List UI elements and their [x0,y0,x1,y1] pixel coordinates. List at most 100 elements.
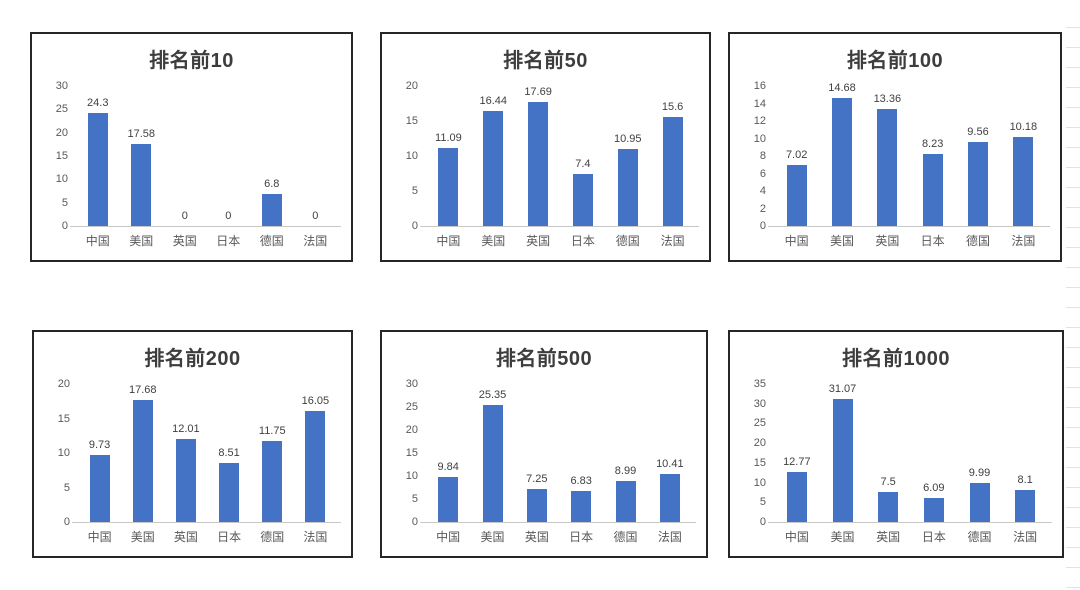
bar-top200-6 [305,411,326,522]
data-label: 16.44 [479,95,508,107]
x-axis-category-label: 中国 [436,234,461,248]
y-axis-tick-label: 10 [753,476,766,489]
y-axis-tick-label: 0 [411,220,418,232]
x-axis-line [420,226,699,227]
y-axis-tick-label: 5 [759,496,766,509]
y-axis-tick-label: 25 [405,401,418,413]
x-axis-category-label: 中国 [85,234,110,248]
y-axis-tick-label: 15 [57,412,70,425]
bar-top50-2 [483,111,504,226]
y-axis-tick-label: 14 [753,97,766,110]
chart-panel-top10: 排名前10 0 5 10 15 20 25 30 24.3 中国 17.58 美国 0 英国 0 日本 6.8 德… [30,32,353,262]
data-label: 8.51 [218,447,240,459]
bar-top1000-3 [878,492,899,522]
bar-top500-5 [615,481,636,522]
y-axis-tick-label: 15 [55,150,68,162]
data-label: 12.01 [172,423,200,435]
y-axis-tick-label: 4 [759,185,766,197]
y-axis-tick-label: 10 [57,447,70,459]
x-axis-category-label: 日本 [921,530,946,544]
data-label: 0 [312,210,319,222]
y-axis-tick-label: 12 [753,115,766,127]
x-axis-category-label: 法国 [660,234,685,248]
chart-title: 排名前200 [144,348,241,370]
data-label: 10.41 [656,458,684,470]
y-axis-tick-label: 5 [411,185,418,197]
data-label: 7.4 [575,158,591,170]
data-label: 14.68 [828,82,856,94]
x-axis-category-label: 英国 [173,530,198,544]
bar-top500-3 [526,489,547,522]
data-label: 17.68 [128,384,157,396]
x-axis-category-label: 中国 [784,234,809,248]
data-label: 12.77 [783,456,811,468]
bar-top50-3 [528,102,549,226]
chart-panel-top200: 排名前200 0 5 10 15 20 9.73 中国 17.68 美国 12.01 英国 8.51 日本… [32,330,353,558]
bar-top10-2 [131,144,152,226]
data-label: 9.73 [88,439,111,451]
data-label: 13.36 [873,93,902,105]
y-axis-tick-label: 8 [759,150,766,162]
y-axis-tick-label: 20 [753,437,766,450]
chart-title: 排名前500 [495,348,593,370]
x-axis-category-label: 法国 [303,234,328,248]
bar-top10-1 [87,113,108,226]
chart-panel-top50: 排名前50 0 5 10 15 20 11.09 中国 16.44 美国 17.69 英国 7.4 日本 1… [380,32,711,262]
data-label: 6.83 [570,475,592,487]
x-axis-line [72,522,341,523]
data-label: 8.1 [1017,474,1033,486]
y-axis-tick-label: 5 [411,493,418,505]
y-axis-tick-label: 30 [55,80,68,92]
data-label: 9.56 [967,126,989,138]
data-label: 17.58 [127,128,156,140]
x-axis-category-label: 英国 [524,530,549,544]
y-axis-tick-label: 15 [405,115,418,127]
y-axis-tick-label: 25 [753,417,766,430]
chart-title: 排名前100 [846,50,944,72]
bar-top500-4 [571,491,592,522]
bar-top100-2 [832,98,852,226]
data-label: 25.35 [478,389,507,401]
x-axis-category-label: 德国 [259,234,284,248]
data-label: 7.5 [880,476,896,488]
data-label: 31.07 [828,383,857,395]
chart-panel-top100: 排名前100 0 2 4 6 8 10 12 14 16 7.02 中国 14.68 美国 13.36 英国 8… [728,32,1062,262]
x-axis-category-label: 中国 [87,530,112,544]
data-label: 0 [225,210,232,222]
x-axis-category-label: 法国 [1011,234,1036,248]
x-axis-category-label: 法国 [657,530,682,544]
x-axis-category-label: 英国 [875,234,900,248]
bar-top50-5 [617,149,638,226]
bar-top1000-2 [832,399,853,522]
data-label: 15.6 [661,101,684,113]
y-axis-tick-label: 15 [405,447,418,459]
y-axis-tick-label: 10 [55,173,68,186]
x-axis-category-label: 日本 [570,234,595,248]
x-axis-line [420,522,696,523]
y-axis-tick-label: 10 [753,132,766,145]
y-axis-tick-label: 0 [63,516,70,528]
y-axis-tick-label: 5 [61,196,68,209]
chart-title: 排名前10 [149,50,234,72]
chart-panel-top500: 排名前500 0 5 10 15 20 25 30 9.84 中国 25.35 美国 7.25 英国 6.8… [380,330,708,558]
data-label: 10.95 [613,133,642,145]
data-label: 9.99 [968,467,991,479]
bar-top100-5 [968,142,988,226]
bar-top1000-4 [923,498,944,522]
x-axis-category-label: 英国 [172,234,197,248]
y-axis-tick-label: 20 [405,80,418,92]
bar-top50-6 [662,117,683,226]
y-axis-tick-label: 35 [753,378,766,390]
data-label: 8.99 [614,465,637,477]
bar-top50-1 [438,148,459,226]
x-axis-category-label: 日本 [569,530,594,544]
x-axis-category-label: 德国 [615,234,640,248]
y-axis-tick-label: 10 [405,150,418,162]
data-label: 24.3 [87,97,109,109]
chart-title: 排名前1000 [842,348,950,370]
data-label: 10.18 [1009,121,1038,133]
y-axis-tick-label: 2 [759,202,766,215]
data-label: 17.69 [524,86,552,98]
bar-top500-6 [659,474,680,522]
